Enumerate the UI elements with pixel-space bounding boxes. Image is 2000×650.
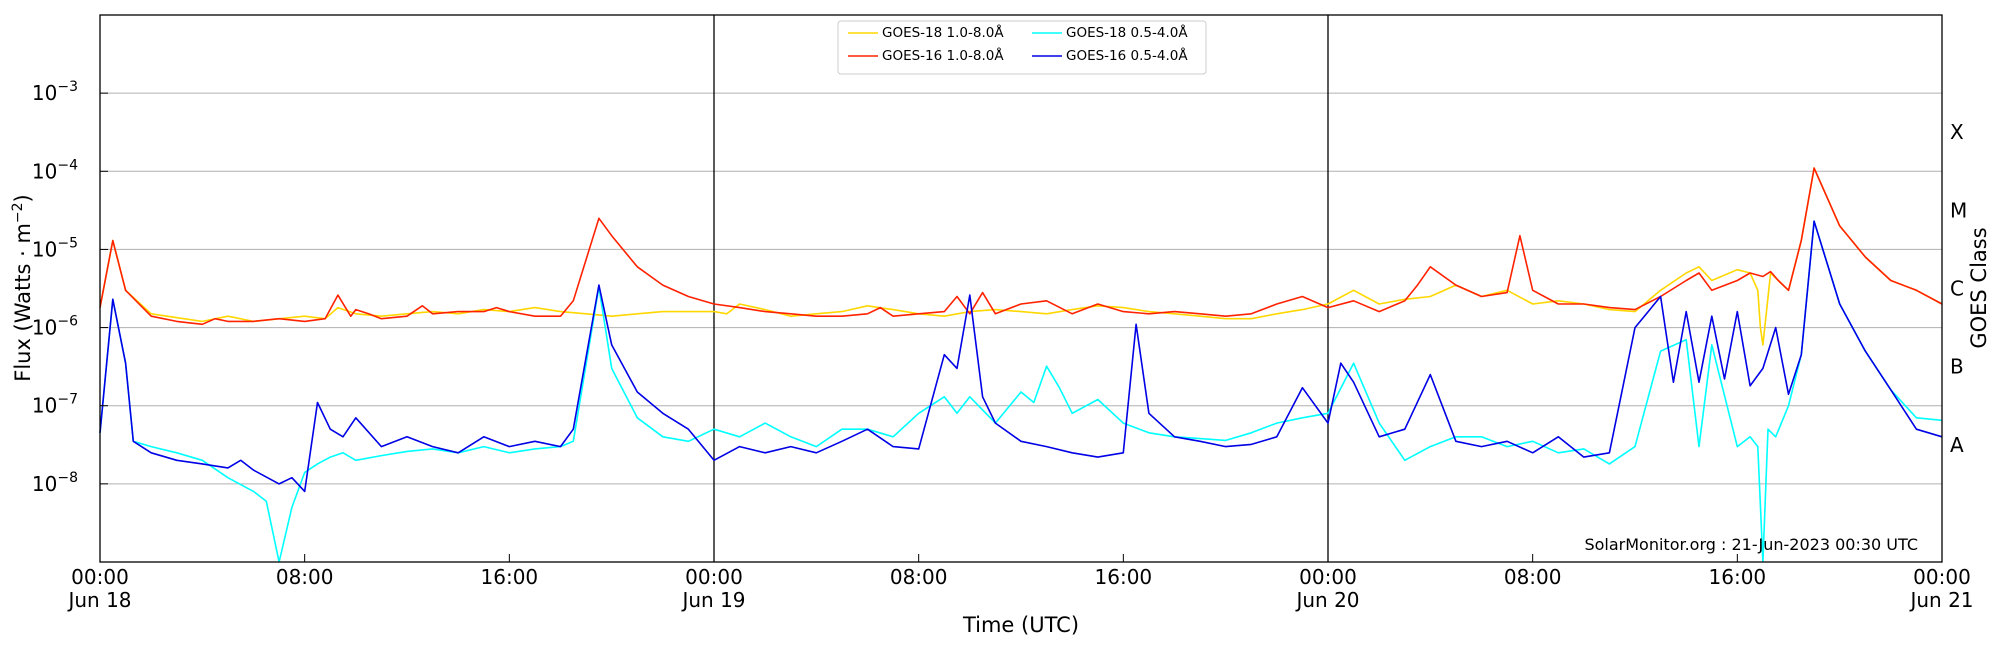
y-tick-base: 10 xyxy=(32,472,57,496)
x-tick-time: 08:00 xyxy=(1504,565,1562,589)
grid-lines xyxy=(100,92,1942,485)
y-axis-ticks: 10−810−710−610−510−410−3 xyxy=(32,79,108,496)
y-tick-exponent: −4 xyxy=(57,157,78,173)
x-tick-time: 00:00 xyxy=(1913,565,1971,589)
y-axis-title: Flux (Watts · m−2) xyxy=(10,194,35,382)
goes-class-label: M xyxy=(1950,198,1967,222)
y-axis-title-exponent: −2 xyxy=(10,202,26,223)
y-tick-exponent: −8 xyxy=(57,470,78,486)
x-tick-date: Jun 19 xyxy=(680,588,745,612)
x-tick-time: 08:00 xyxy=(276,565,334,589)
goes-class-label: A xyxy=(1950,433,1964,457)
y-axis-title-close: ) xyxy=(11,194,35,202)
goes-class-label: B xyxy=(1950,355,1964,379)
x-tick-date: Jun 20 xyxy=(1294,588,1359,612)
goes-class-label: C xyxy=(1950,277,1964,301)
series-line xyxy=(99,220,1943,563)
y-tick-label: 10−4 xyxy=(32,157,78,183)
y-tick-label: 10−5 xyxy=(32,235,78,261)
x-tick-time: 16:00 xyxy=(481,565,539,589)
y-tick-label: 10−6 xyxy=(32,314,78,340)
y-tick-exponent: −6 xyxy=(57,314,78,330)
x-tick-time: 00:00 xyxy=(1299,565,1357,589)
x-axis-title: Time (UTC) xyxy=(962,613,1079,637)
goes-class-labels: A B C M X xyxy=(1950,120,1967,457)
y-tick-label: 10−7 xyxy=(32,392,78,418)
series-line xyxy=(99,220,1943,493)
legend-label: GOES-18 0.5-4.0Å xyxy=(1066,24,1188,41)
y-tick-base: 10 xyxy=(32,316,57,340)
series-line xyxy=(99,167,1943,326)
y-tick-base: 10 xyxy=(32,159,57,183)
y-tick-base: 10 xyxy=(32,237,57,261)
x-tick-time: 16:00 xyxy=(1709,565,1767,589)
y-tick-base: 10 xyxy=(32,81,57,105)
x-tick-date: Jun 18 xyxy=(66,588,131,612)
y-tick-label: 10−8 xyxy=(32,470,78,496)
plot-frame xyxy=(99,14,1943,563)
day-boundary-lines xyxy=(713,15,1329,562)
x-tick-date: Jun 21 xyxy=(1908,588,1973,612)
x-tick-time: 00:00 xyxy=(685,565,743,589)
x-tick-time: 16:00 xyxy=(1095,565,1153,589)
series-lines xyxy=(99,167,1943,563)
legend: GOES-18 1.0-8.0Å GOES-16 1.0-8.0Å GOES-18 … xyxy=(837,20,1207,75)
y-tick-exponent: −7 xyxy=(57,392,78,408)
credit-text: SolarMonitor.org : 21-Jun-2023 00:30 UTC xyxy=(1584,535,1918,554)
y-tick-exponent: −3 xyxy=(57,79,78,95)
y-tick-exponent: −5 xyxy=(57,235,78,251)
legend-label: GOES-18 1.0-8.0Å xyxy=(882,24,1004,41)
legend-box xyxy=(837,20,1207,75)
x-tick-time: 08:00 xyxy=(890,565,948,589)
legend-label: GOES-16 1.0-8.0Å xyxy=(882,47,1004,64)
series-line xyxy=(99,167,1943,346)
secondary-y-axis-title: GOES Class xyxy=(1967,227,1991,348)
y-tick-label: 10−3 xyxy=(32,79,78,105)
y-tick-base: 10 xyxy=(32,394,57,418)
x-tick-time: 00:00 xyxy=(71,565,129,589)
legend-label: GOES-16 0.5-4.0Å xyxy=(1066,47,1188,64)
goes-class-label: X xyxy=(1950,120,1964,144)
